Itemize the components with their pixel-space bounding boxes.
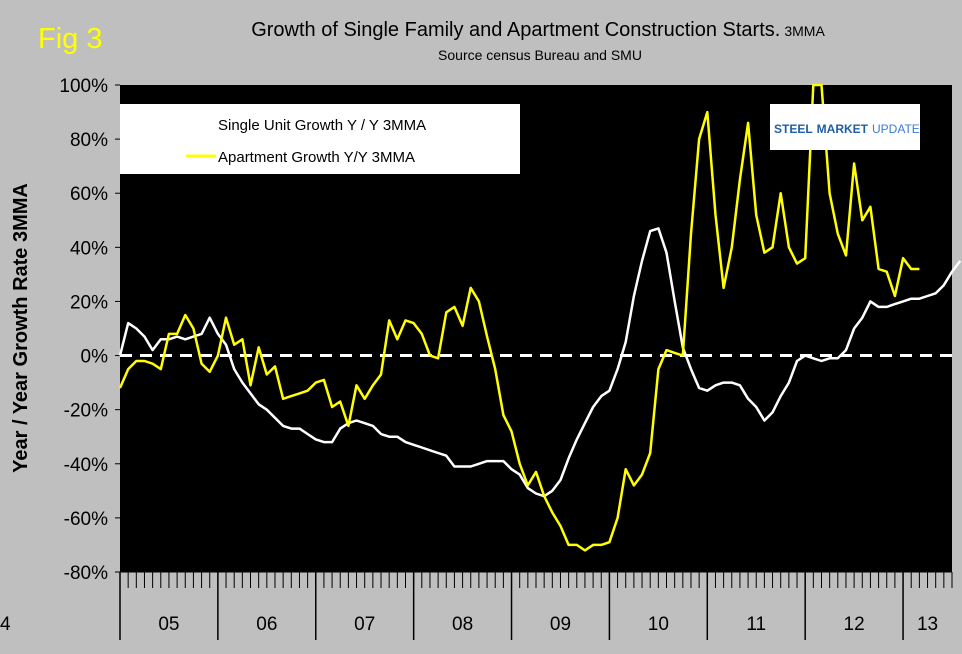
x-tick-label: 14 — [0, 614, 11, 635]
x-tick-label: 13 — [917, 614, 938, 635]
logo-word-update: UPDATE — [872, 122, 920, 136]
series-line-single-unit — [118, 227, 962, 498]
legend: Single Unit Growth Y / Y 3MMA Apartment … — [120, 104, 520, 174]
logo-box — [770, 104, 920, 150]
x-tick-label: 12 — [844, 614, 865, 635]
y-tick-label: 100% — [59, 76, 108, 97]
logo-text: STEEL MARKET UPDATE — [774, 122, 920, 136]
legend-label-apartment: Apartment Growth Y/Y 3MMA — [218, 149, 415, 166]
x-tick-label: 10 — [648, 614, 669, 635]
y-tick-label: 40% — [70, 238, 108, 259]
chart-subtitle: Source census Bureau and SMU — [438, 47, 642, 63]
x-tick-label: 05 — [158, 614, 179, 635]
x-tick-label: 08 — [452, 614, 473, 635]
steel-market-update-logo: STEEL MARKET UPDATE — [770, 104, 920, 150]
x-tick-label: 06 — [256, 614, 277, 635]
y-axis-ticks: 100% 80% 60% 40% 20% 0% -20% -40% -60% -80% — [59, 76, 120, 584]
x-axis: 05 06 07 08 09 10 11 12 13 14 — [0, 571, 953, 640]
y-axis-label: Year / Year Growth Rate 3MMA — [10, 183, 32, 473]
legend-label-single: Single Unit Growth Y / Y 3MMA — [218, 117, 426, 134]
y-tick-label: -60% — [64, 509, 108, 530]
x-tick-label: 11 — [746, 614, 766, 635]
fig-label: Fig 3 — [38, 23, 102, 55]
y-tick-label: -80% — [64, 563, 108, 584]
chart-title-suffix: 3MMA — [784, 23, 825, 39]
chart-title-main: Growth of Single Family and Apartment Co… — [251, 19, 780, 41]
y-tick-label: -20% — [64, 401, 108, 422]
x-tick-label: 07 — [354, 614, 375, 635]
y-tick-label: 80% — [70, 130, 108, 151]
chart-title: Growth of Single Family and Apartment Co… — [251, 19, 825, 41]
series-line-apartment — [118, 83, 920, 552]
y-tick-label: 60% — [70, 184, 108, 205]
y-tick-label: -40% — [64, 455, 108, 476]
logo-word-market: MARKET — [817, 122, 869, 136]
x-tick-label: 09 — [550, 614, 571, 635]
y-tick-label: 20% — [70, 292, 108, 313]
y-tick-label: 0% — [81, 347, 109, 368]
logo-word-steel: STEEL — [774, 122, 813, 136]
legend-box — [120, 104, 520, 174]
